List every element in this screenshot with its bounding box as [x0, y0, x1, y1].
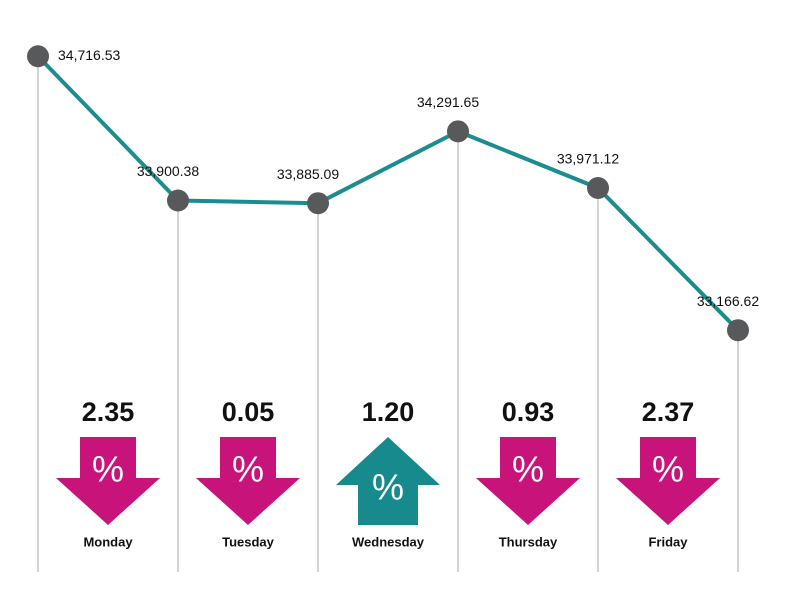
point-label: 33,971.12 — [557, 151, 619, 167]
down-arrow — [56, 437, 160, 525]
line — [36, 54, 740, 332]
down-arrow — [476, 437, 580, 525]
point — [307, 192, 329, 215]
point — [167, 189, 189, 212]
percent-sign: % — [232, 449, 264, 490]
point-label: 33,885.09 — [277, 166, 339, 182]
down-arrow — [616, 437, 720, 525]
change-value: 1.20 — [362, 397, 415, 427]
change-value: 0.93 — [502, 397, 555, 427]
point — [27, 45, 49, 68]
percent-sign: % — [92, 449, 124, 490]
day-label: Monday — [83, 534, 133, 549]
day-label: Tuesday — [222, 534, 275, 549]
point — [587, 177, 609, 200]
percent-sign: % — [372, 467, 404, 508]
point-label: 33,166.62 — [697, 293, 759, 309]
day-label: Friday — [648, 534, 688, 549]
change-value: 2.37 — [642, 397, 695, 427]
change-value: 0.05 — [222, 397, 275, 427]
day-label: Wednesday — [352, 534, 425, 549]
percent-sign: % — [652, 449, 684, 490]
point-label: 34,716.53 — [58, 47, 120, 63]
change-value: 2.35 — [82, 397, 135, 427]
down-arrow — [196, 437, 300, 525]
day-label: Thursday — [499, 534, 558, 549]
point — [447, 120, 469, 143]
percent-sign: % — [512, 449, 544, 490]
point-label: 34,291.65 — [417, 94, 479, 110]
point-label: 33,900.38 — [137, 163, 199, 179]
point — [727, 319, 749, 342]
up-arrow — [336, 437, 440, 525]
